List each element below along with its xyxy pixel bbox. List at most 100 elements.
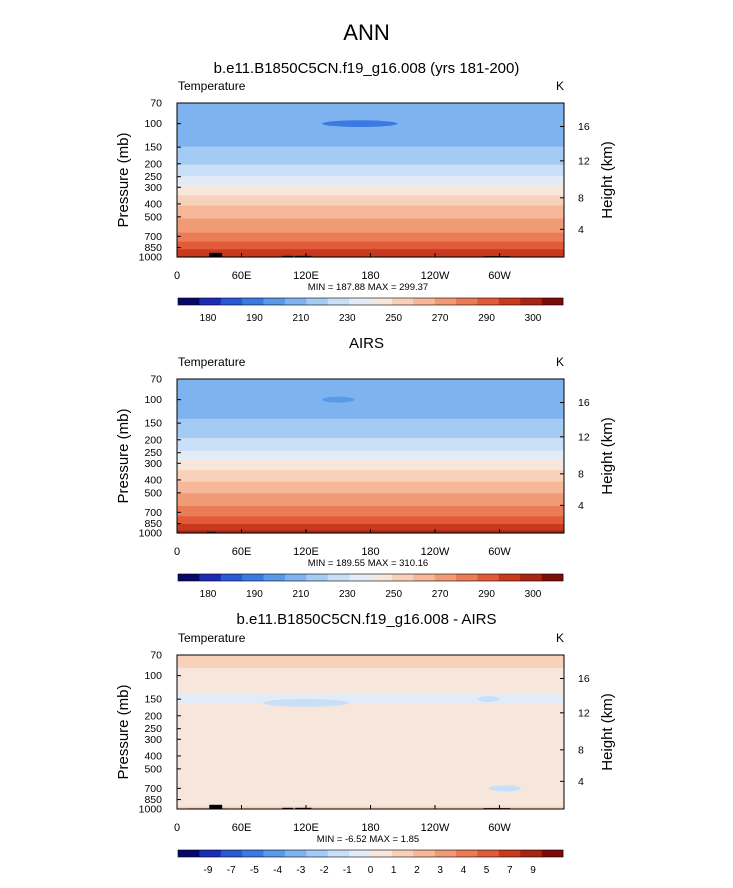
contour-band bbox=[177, 169, 564, 172]
contour-band bbox=[177, 796, 564, 799]
contour-band bbox=[177, 111, 564, 114]
contour-band bbox=[177, 114, 564, 117]
contour-band bbox=[177, 191, 564, 194]
contour-band bbox=[177, 740, 564, 743]
contour-band bbox=[177, 162, 564, 164]
contour-band bbox=[177, 187, 564, 190]
contour-band bbox=[177, 399, 564, 402]
contour-band bbox=[177, 178, 564, 181]
colorbar-box bbox=[456, 298, 478, 305]
contour-band bbox=[177, 464, 564, 467]
contour-band bbox=[177, 733, 564, 736]
contour-band bbox=[177, 249, 564, 252]
contour-band bbox=[177, 227, 564, 230]
topography-block bbox=[209, 252, 223, 257]
contour-band bbox=[177, 508, 564, 511]
height-tick-label: 12 bbox=[578, 155, 590, 167]
contour-band bbox=[177, 669, 564, 671]
contour-band bbox=[177, 494, 564, 497]
colorbar-box bbox=[477, 850, 500, 857]
contour-band bbox=[177, 186, 564, 189]
contour-band bbox=[177, 393, 564, 395]
pressure-tick-label: 400 bbox=[144, 198, 162, 210]
contour-band bbox=[177, 481, 564, 484]
contour-band bbox=[177, 435, 564, 438]
contour-band bbox=[177, 502, 564, 505]
lon-tick-label: 60W bbox=[488, 822, 511, 834]
contour-band bbox=[177, 788, 564, 791]
lon-tick-label: 180 bbox=[361, 546, 379, 558]
contour-band bbox=[177, 484, 564, 487]
height-tick-label: 8 bbox=[578, 192, 584, 204]
contour-band bbox=[177, 493, 564, 496]
colorbar-box bbox=[520, 574, 542, 581]
colorbar-label: 210 bbox=[293, 589, 310, 600]
contour-band bbox=[177, 516, 564, 519]
colorbar-box bbox=[498, 298, 521, 305]
height-tick-label: 4 bbox=[578, 224, 584, 236]
contour-band bbox=[177, 440, 564, 443]
contour-band bbox=[177, 142, 564, 145]
contour-band bbox=[177, 106, 564, 109]
lon-tick-label: 120E bbox=[293, 822, 319, 834]
contour-band bbox=[177, 764, 564, 766]
contour-band bbox=[177, 688, 564, 691]
contour-band bbox=[177, 698, 564, 701]
pressure-tick-label: 70 bbox=[150, 650, 162, 662]
contour-band bbox=[177, 386, 564, 389]
contour-band bbox=[177, 192, 564, 195]
colorbar-label: 2 bbox=[414, 865, 420, 876]
contour-band bbox=[177, 702, 564, 705]
contour-band bbox=[177, 127, 564, 130]
contour-band bbox=[177, 774, 564, 777]
contour-band bbox=[177, 707, 564, 710]
contour-band bbox=[177, 135, 564, 137]
height-tick-label: 16 bbox=[578, 397, 590, 409]
contour-band bbox=[177, 488, 564, 490]
colorbar-box bbox=[220, 850, 243, 857]
contour-band bbox=[177, 710, 564, 713]
contour-band bbox=[177, 782, 564, 784]
contour-band bbox=[177, 498, 564, 501]
contour-band bbox=[177, 503, 564, 506]
colorbar-box bbox=[327, 850, 350, 857]
contour-band bbox=[177, 180, 564, 182]
contour-band bbox=[177, 785, 564, 788]
contour-band bbox=[177, 195, 564, 198]
contour-band bbox=[177, 158, 564, 161]
contour-band bbox=[177, 696, 564, 698]
contour-band bbox=[177, 128, 564, 131]
contour-band bbox=[177, 379, 564, 381]
contour-band bbox=[177, 715, 564, 718]
contour-band bbox=[177, 524, 564, 526]
contour-band bbox=[177, 758, 564, 761]
colorbar-label: 290 bbox=[478, 313, 495, 324]
contour-band bbox=[177, 414, 564, 417]
pressure-tick-label: 150 bbox=[144, 694, 162, 706]
colorbar-box bbox=[199, 298, 222, 305]
pressure-tick-label: 250 bbox=[144, 447, 162, 459]
contour-band bbox=[177, 235, 564, 238]
contour-band bbox=[177, 738, 564, 741]
contour-band bbox=[177, 394, 564, 397]
contour-band bbox=[177, 171, 564, 173]
contour-band bbox=[177, 108, 564, 111]
contour-band bbox=[177, 151, 564, 154]
colorbar-label: 250 bbox=[385, 313, 402, 324]
contour-band bbox=[177, 789, 564, 792]
contour-band bbox=[177, 239, 564, 241]
colorbar-label: 270 bbox=[432, 589, 449, 600]
pressure-tick-label: 300 bbox=[144, 182, 162, 194]
contour-band bbox=[177, 476, 564, 479]
lon-tick-label: 180 bbox=[361, 822, 379, 834]
contour-band bbox=[177, 185, 564, 188]
colorbar-box bbox=[413, 574, 435, 581]
colorbar-label: 230 bbox=[339, 313, 356, 324]
contour-band bbox=[177, 104, 564, 107]
colorbar-label: 5 bbox=[484, 865, 490, 876]
contour-band bbox=[177, 776, 564, 779]
contour-band bbox=[177, 475, 564, 478]
contour-band bbox=[177, 486, 564, 489]
pressure-tick-label: 850 bbox=[144, 242, 162, 254]
contour-band bbox=[177, 418, 564, 421]
